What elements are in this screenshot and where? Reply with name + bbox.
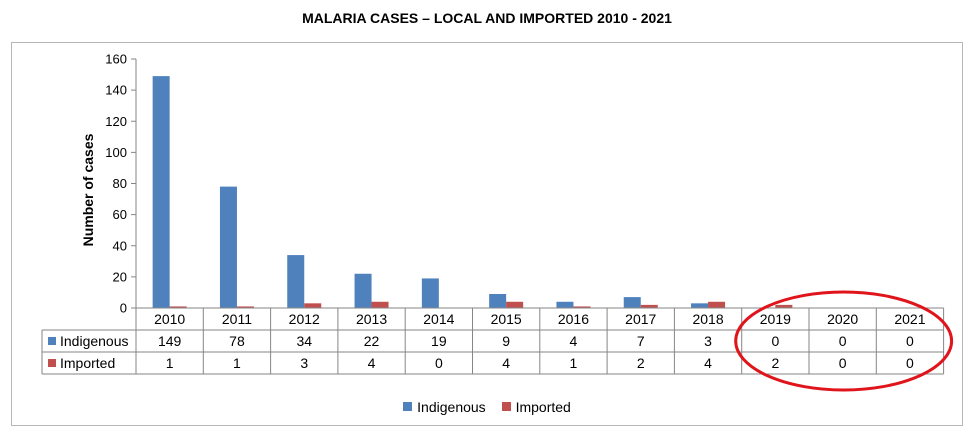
- table-value-indigenous: 0: [906, 333, 914, 349]
- table-category-label: 2019: [760, 311, 791, 327]
- y-tick-label: 80: [113, 176, 127, 191]
- bar-imported-2016: [573, 306, 591, 308]
- table-category-label: 2015: [491, 311, 522, 327]
- table-value-imported: 2: [771, 355, 779, 371]
- y-tick-label: 100: [105, 145, 127, 160]
- table-value-indigenous: 0: [771, 333, 779, 349]
- legend-swatch-imported: [501, 402, 511, 411]
- bar-imported-2015: [506, 301, 524, 308]
- table-category-label: 2010: [154, 311, 185, 327]
- y-tick-label: 140: [105, 83, 127, 98]
- table-value-indigenous: 149: [158, 333, 182, 349]
- table-swatch-imported: [48, 359, 56, 367]
- legend-label-imported: Imported: [515, 398, 571, 415]
- table-value-imported: 1: [233, 355, 241, 371]
- table-category-label: 2018: [692, 311, 723, 327]
- table-category-label: 2013: [356, 311, 387, 327]
- table-series-label-indigenous: Indigenous: [60, 333, 129, 349]
- highlight-ellipse: [734, 290, 954, 392]
- chart-title: MALARIA CASES – LOCAL AND IMPORTED 2010 …: [302, 10, 672, 26]
- bar-imported-2013: [371, 301, 389, 308]
- table-value-indigenous: 4: [570, 333, 578, 349]
- table-category-label: 2017: [625, 311, 656, 327]
- y-tick-label: 0: [120, 301, 127, 316]
- legend-label-indigenous: Indigenous: [417, 398, 486, 415]
- bar-indigenous-2016: [556, 301, 574, 308]
- table-value-indigenous: 3: [704, 333, 712, 349]
- bar-indigenous-2011: [219, 186, 237, 308]
- table-series-label-imported: Imported: [60, 355, 115, 371]
- bar-indigenous-2014: [421, 278, 439, 308]
- table-category-label: 2021: [894, 311, 925, 327]
- table-value-imported: 0: [435, 355, 443, 371]
- table-value-indigenous: 22: [364, 333, 380, 349]
- legend-item-indigenous: Indigenous: [403, 399, 486, 415]
- table-value-imported: 4: [368, 355, 376, 371]
- bar-indigenous-2012: [287, 255, 305, 308]
- legend-item-imported: Imported: [501, 398, 571, 415]
- table-value-imported: 2: [637, 355, 645, 371]
- y-axis-label: Number of cases: [80, 133, 96, 247]
- bar-imported-2017: [640, 304, 658, 308]
- table-value-imported: 1: [570, 355, 578, 371]
- bar-imported-2019: [775, 304, 793, 308]
- table-value-imported: 4: [704, 355, 712, 371]
- legend-swatch-indigenous: [403, 402, 413, 411]
- table-value-indigenous: 34: [296, 333, 312, 349]
- bars: [152, 76, 793, 309]
- table-value-indigenous: 78: [229, 333, 245, 349]
- y-tick-label: 20: [113, 269, 127, 284]
- bar-indigenous-2010: [152, 76, 170, 309]
- bar-imported-2010: [169, 306, 187, 308]
- y-tick-label: 40: [113, 238, 127, 253]
- table-swatch-indigenous: [48, 337, 56, 345]
- y-tick-label: 60: [113, 207, 127, 222]
- bar-imported-2011: [236, 306, 254, 308]
- table-value-imported: 0: [906, 355, 914, 371]
- bar-indigenous-2018: [691, 303, 709, 308]
- table-value-imported: 3: [300, 355, 308, 371]
- table-category-label: 2016: [558, 311, 589, 327]
- highlight-annotation: [734, 290, 954, 392]
- y-tick-label: 120: [105, 114, 127, 129]
- table-category-label: 2012: [289, 311, 320, 327]
- table-value-indigenous: 19: [431, 333, 447, 349]
- y-tick-label: 160: [105, 52, 127, 67]
- axis-lines: [131, 58, 137, 309]
- table-value-indigenous: 7: [637, 333, 645, 349]
- bar-indigenous-2015: [489, 293, 507, 308]
- bar-imported-2018: [708, 301, 726, 308]
- table-value-imported: 0: [839, 355, 847, 371]
- y-tick-labels: 0 20 40 60 80 100 120 140 160: [105, 52, 127, 316]
- table-value-indigenous: 0: [839, 333, 847, 349]
- data-table: 2010 2011 2012 2013 2014 2015 2016 2017 2018 2019…: [41, 307, 945, 375]
- table-value-imported: 4: [502, 355, 510, 371]
- bar-indigenous-2013: [354, 273, 372, 308]
- chart-frame: [11, 42, 963, 426]
- bar-indigenous-2017: [623, 297, 641, 308]
- table-category-label: 2014: [423, 311, 454, 327]
- bar-imported-2012: [304, 303, 322, 308]
- legend: Indigenous Imported: [0, 398, 974, 415]
- table-category-label: 2011: [222, 311, 252, 327]
- table-value-indigenous: 9: [502, 333, 510, 349]
- table-value-imported: 1: [166, 355, 174, 371]
- table-category-label: 2020: [827, 311, 858, 327]
